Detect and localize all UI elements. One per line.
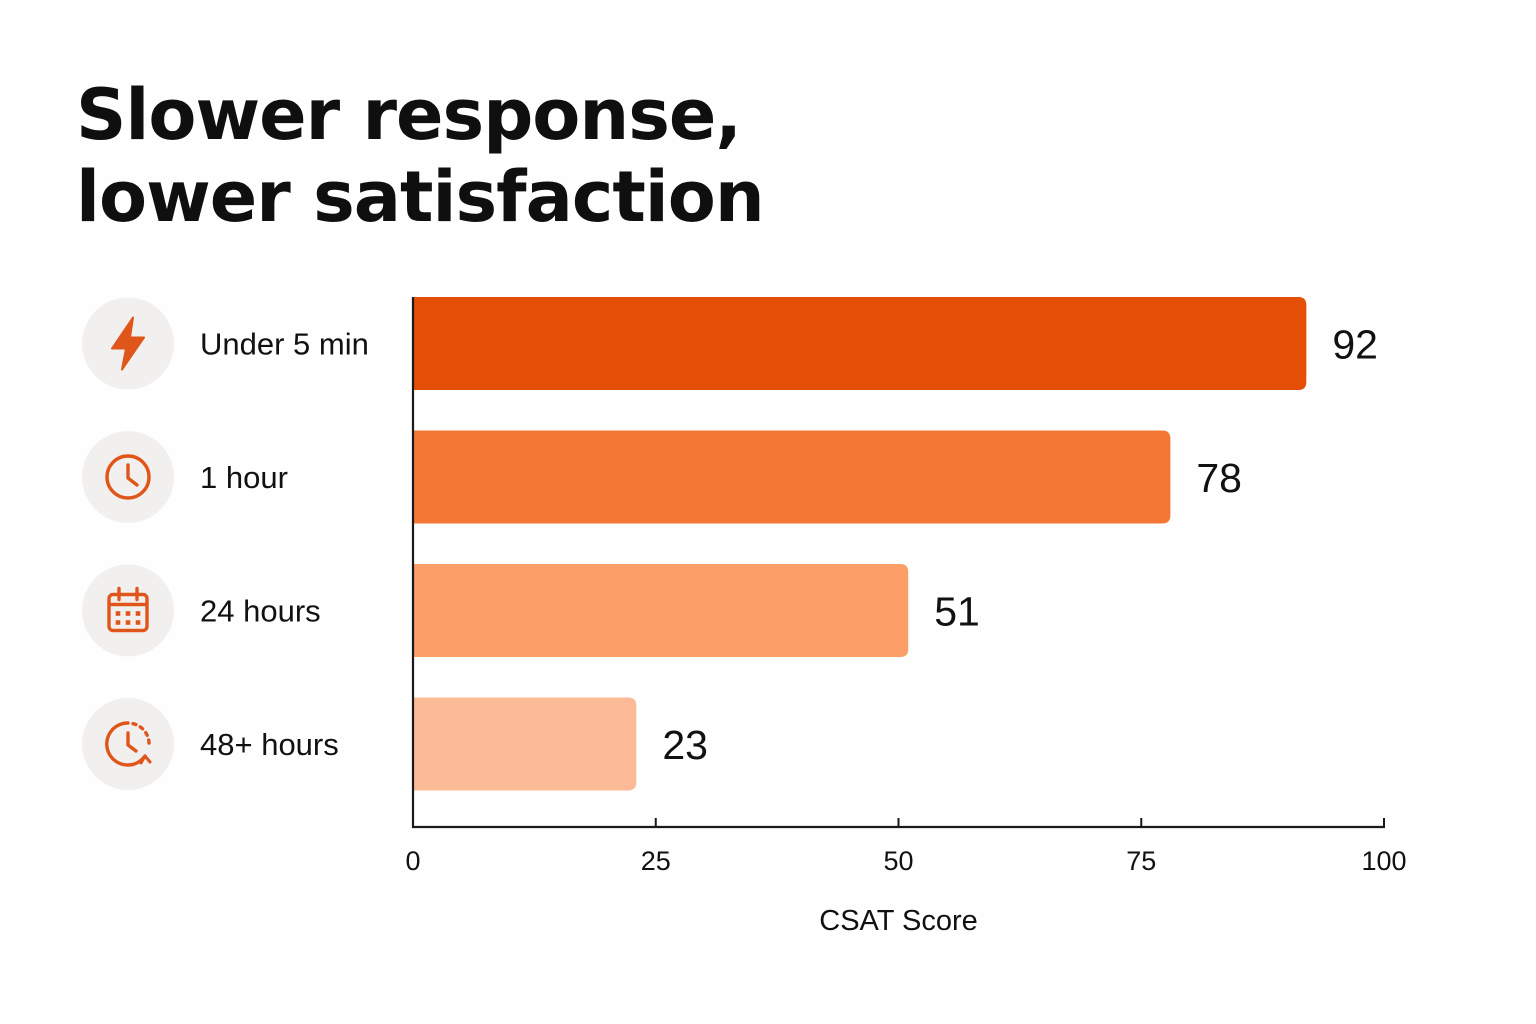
calendar-day-dot [135, 611, 141, 616]
calendar-day-dot [125, 611, 131, 616]
bar [413, 297, 1307, 390]
x-tick-label: 25 [641, 846, 671, 876]
calendar-icon [107, 586, 149, 633]
icon-badge [82, 564, 174, 657]
x-tick-label: 50 [883, 846, 913, 876]
x-tick-label: 100 [1361, 846, 1406, 876]
clock-dashed-arc [131, 721, 151, 748]
clock-face [105, 454, 151, 500]
bar [413, 697, 637, 791]
clock-icon [105, 454, 151, 500]
chart-title: Slower response, lower satisfaction [76, 74, 765, 238]
lightning-icon [111, 316, 145, 371]
calendar-day-dot [125, 620, 131, 625]
data-label: 92 [1332, 322, 1378, 368]
x-tick-label: 0 [405, 846, 420, 876]
clock-arrow [139, 754, 152, 765]
bar [413, 564, 909, 657]
clock-hands [126, 463, 139, 487]
chart-title-line-1: Slower response, [76, 74, 742, 156]
x-axis-title: CSAT Score [819, 905, 977, 937]
lightning-bolt-shape [111, 316, 145, 371]
chart-title-line-2: lower satisfaction [76, 156, 765, 238]
category-label: 24 hours [200, 594, 321, 629]
clock-dashed-icon [105, 721, 152, 767]
x-tick-label: 75 [1126, 846, 1156, 876]
category-label: Under 5 min [200, 327, 369, 362]
calendar-day-dot [115, 611, 121, 616]
data-label: 23 [662, 722, 708, 768]
calendar-body [107, 592, 149, 633]
calendar-day-dot [135, 620, 141, 625]
clock-arc [105, 721, 147, 767]
data-label: 78 [1196, 455, 1242, 501]
bar [413, 430, 1171, 524]
clock-hands [126, 731, 138, 753]
category-label: 48+ hours [200, 727, 339, 762]
category-label: 1 hour [200, 460, 288, 495]
calendar-day-dot [115, 620, 121, 625]
data-label: 51 [934, 589, 980, 635]
